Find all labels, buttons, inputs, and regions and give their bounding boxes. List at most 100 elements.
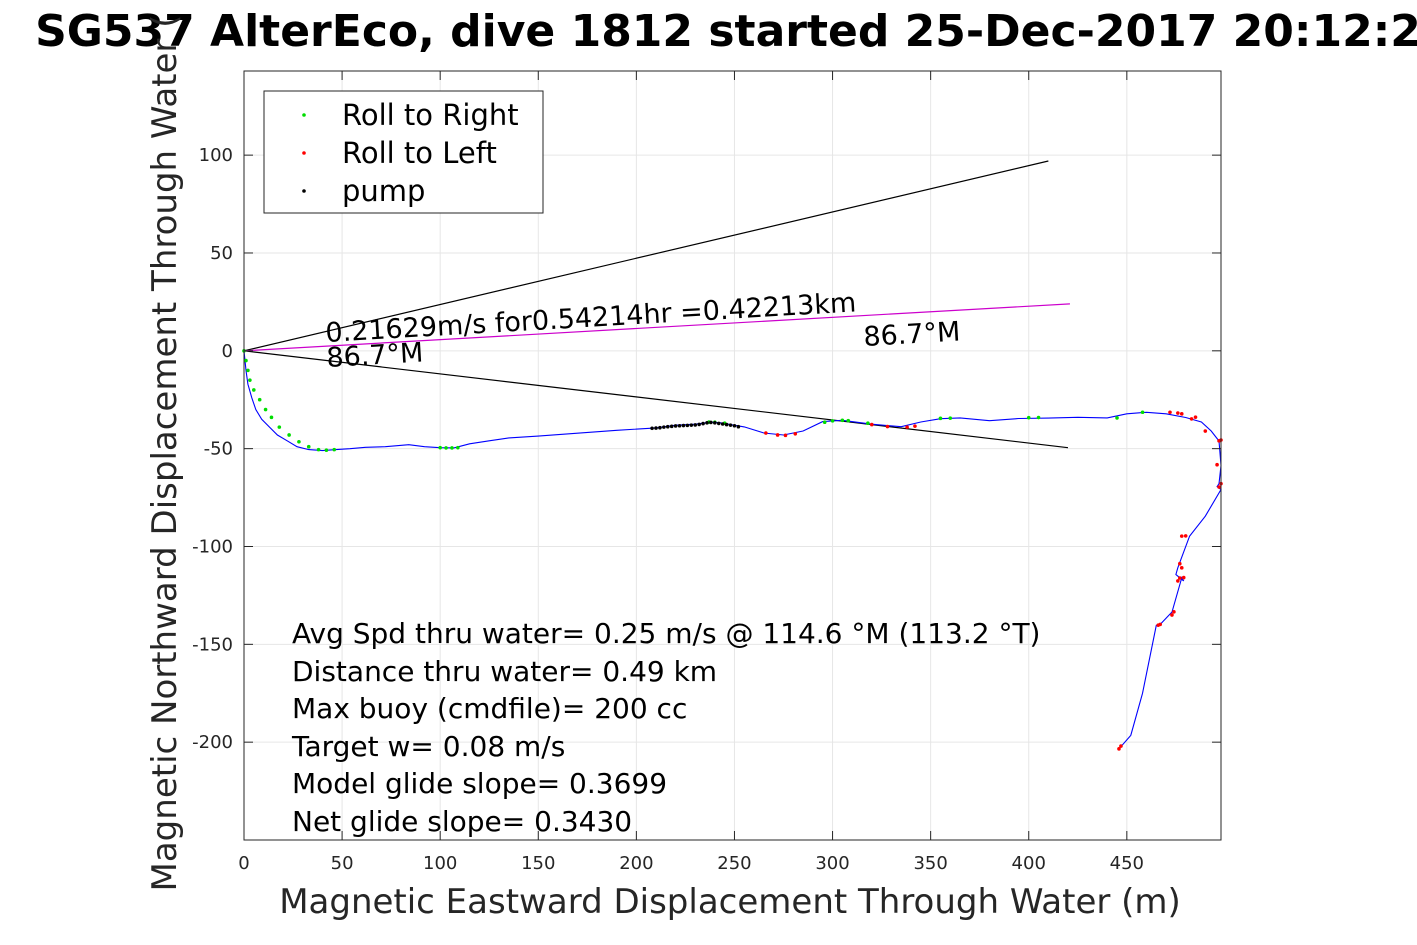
roll-left-point	[1189, 417, 1194, 421]
roll-left-point	[1217, 485, 1221, 489]
x-tick-label: 300	[815, 853, 849, 874]
roll-right-point	[1140, 410, 1145, 415]
roll-right-point	[252, 388, 256, 392]
roll-right-point	[263, 407, 268, 412]
roll-right-point	[316, 447, 321, 452]
roll-right-point	[948, 416, 953, 420]
pump-point	[685, 423, 690, 428]
roll-right-point	[456, 445, 460, 450]
roll-left-point	[913, 424, 917, 428]
stats-max-buoy: Max buoy (cmdfile)= 200 cc	[292, 692, 687, 725]
roll-right-point	[1115, 416, 1119, 420]
roll-right-point	[438, 445, 442, 450]
roll-left-point	[1176, 411, 1180, 415]
roll-left-point	[1172, 610, 1176, 614]
pump-point	[665, 424, 670, 429]
legend-marker-pump	[302, 189, 306, 193]
legend-marker-roll-right	[302, 113, 306, 117]
y-tick-label: 100	[199, 145, 233, 166]
x-tick-label: 400	[1012, 853, 1046, 874]
reference-lines	[243, 160, 1070, 449]
plot-frame	[243, 70, 1222, 841]
roll-right-point	[1026, 415, 1031, 420]
pump-point	[724, 422, 729, 427]
pump-point	[669, 424, 674, 429]
legend-label-roll-left: Roll to Left	[342, 136, 497, 170]
pump-point	[673, 424, 678, 428]
roll-right-point	[287, 433, 291, 437]
legend-marker-roll-left	[302, 151, 306, 155]
heading-end-annotation: 86.7°M	[863, 316, 962, 353]
pump-point	[732, 423, 737, 428]
roll-right-point	[277, 425, 282, 429]
roll-left-point	[1193, 415, 1198, 419]
pump-point	[677, 423, 682, 428]
pump-point	[689, 423, 694, 427]
roll-right-point	[866, 421, 870, 426]
roll-right-point	[830, 419, 835, 423]
pump-point	[654, 426, 658, 430]
pump-point	[662, 425, 666, 429]
reference-line	[243, 303, 1070, 352]
track-layer	[243, 350, 1222, 750]
roll-left-point	[1117, 747, 1121, 751]
roll-right-point	[846, 418, 851, 423]
y-tick-label: -200	[192, 732, 233, 753]
pump-point	[728, 423, 733, 427]
y-axis-label: Magnetic Northward Displacement Through …	[145, 15, 185, 892]
stats-target-w: Target w= 0.08 m/s	[291, 730, 565, 763]
x-tick-label: 50	[331, 853, 354, 874]
roll-right-point	[248, 378, 252, 382]
stats-distance: Distance thru water= 0.49 km	[292, 655, 717, 688]
roll-right-point	[1036, 415, 1041, 420]
roll-right-point	[257, 397, 262, 402]
pump-point	[650, 426, 654, 431]
y-tick-label: -100	[192, 536, 233, 557]
roll-left-point	[775, 433, 780, 437]
roll-left-point	[1179, 412, 1184, 416]
reference-line	[243, 350, 1069, 449]
pump-point	[681, 423, 686, 428]
roll-left-point	[885, 424, 890, 429]
stats-avg-speed: Avg Spd thru water= 0.25 m/s @ 114.6 °M …	[292, 617, 1040, 650]
roll-right-point	[244, 358, 248, 363]
roll-right-point	[324, 448, 329, 453]
roll-right-point	[840, 418, 845, 423]
pump-point	[705, 421, 709, 425]
x-tick-label: 100	[423, 853, 457, 874]
roll-left-point	[783, 433, 788, 438]
legend-label-roll-right: Roll to Right	[342, 98, 519, 132]
stats-net-glide-slope: Net glide slope= 0.3430	[292, 805, 632, 838]
pump-point	[716, 421, 721, 426]
roll-left-point	[1170, 613, 1174, 617]
roll-left-point	[1176, 579, 1180, 583]
roll-right-point	[450, 446, 454, 450]
dive-track-line	[243, 350, 1222, 750]
roll-left-point	[1181, 575, 1186, 580]
roll-right-point	[938, 416, 943, 421]
heading-start-annotation: 86.7°M	[326, 337, 425, 374]
x-tick-label: 150	[521, 853, 555, 874]
x-tick-label: 450	[1110, 853, 1144, 874]
y-tick-label: -50	[204, 439, 233, 460]
legend: Roll to Right Roll to Left pump	[263, 90, 544, 214]
stats-model-glide-slope: Model glide slope= 0.3699	[292, 767, 667, 800]
roll-right-point	[297, 440, 301, 444]
y-tick-label: -150	[192, 634, 233, 655]
roll-left-point	[1178, 561, 1182, 566]
x-tick-label: 350	[913, 853, 947, 874]
roll-left-point	[793, 431, 798, 436]
pump-point	[693, 423, 698, 427]
x-tick-label: 250	[717, 853, 751, 874]
y-tick-label: 50	[210, 243, 233, 264]
roll-left-point	[1215, 462, 1219, 467]
legend-label-pump: pump	[342, 174, 425, 208]
roll-right-point	[444, 446, 448, 450]
pump-point	[713, 421, 717, 425]
roll-left-point	[1158, 622, 1162, 627]
roll-left-point	[1179, 534, 1184, 538]
roll-right-point	[269, 415, 274, 420]
pump-point	[720, 422, 725, 426]
grid	[243, 71, 1221, 840]
